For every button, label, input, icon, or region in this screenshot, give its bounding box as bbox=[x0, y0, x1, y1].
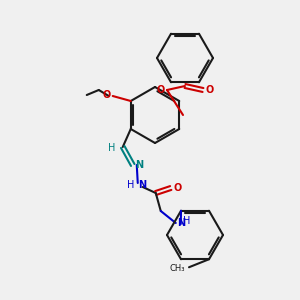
Text: H: H bbox=[108, 143, 116, 153]
Text: N: N bbox=[135, 160, 143, 170]
Text: O: O bbox=[206, 85, 214, 95]
Text: N: N bbox=[177, 218, 185, 228]
Text: CH₃: CH₃ bbox=[169, 264, 185, 273]
Text: O: O bbox=[174, 183, 182, 193]
Text: H: H bbox=[183, 216, 190, 226]
Text: O: O bbox=[103, 90, 111, 100]
Text: O: O bbox=[157, 85, 165, 95]
Text: N: N bbox=[138, 180, 146, 190]
Text: H: H bbox=[128, 180, 135, 190]
